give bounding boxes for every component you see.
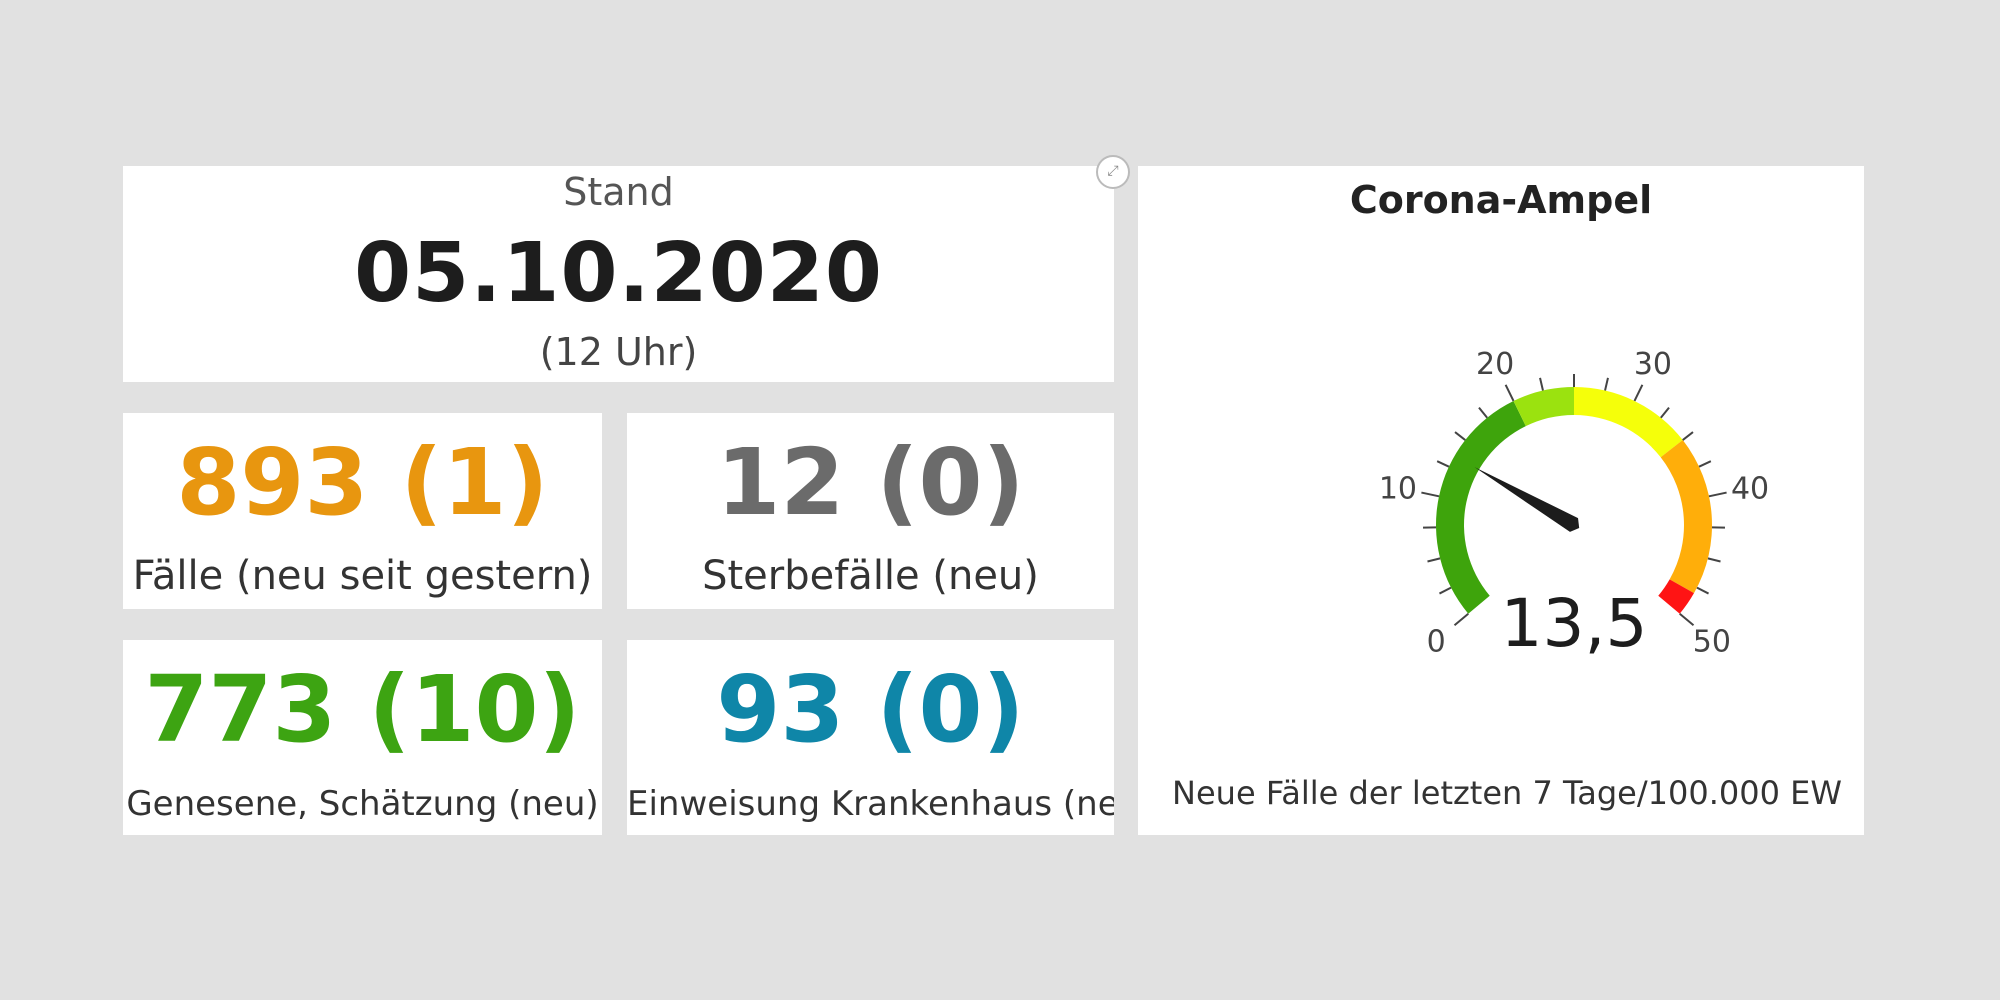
gauge-tick <box>1453 612 1469 627</box>
gauge-value-text: 13,5 <box>1501 585 1648 662</box>
recovered-card: 773 (10) Genesene, Schätzung (neu) <box>123 640 602 835</box>
gauge-tick <box>1679 612 1695 627</box>
gauge-tick <box>1504 384 1515 402</box>
hospital-card: 93 (0) Einweisung Krankenhaus (neu) <box>627 640 1114 835</box>
hospital-value: 93 (0) <box>716 656 1025 763</box>
gauge-tick <box>1696 586 1709 595</box>
stand-date: 05.10.2020 <box>354 226 883 321</box>
stand-label: Stand <box>563 170 674 214</box>
gauge-tick-label: 30 <box>1634 347 1672 382</box>
gauge-tick-label: 20 <box>1476 347 1514 382</box>
gauge-tick <box>1421 491 1440 498</box>
gauge-tick <box>1633 384 1644 402</box>
gauge-band-3 <box>1660 440 1712 594</box>
stand-time: (12 Uhr) <box>539 330 698 374</box>
deaths-label: Sterbefälle (neu) <box>702 553 1039 599</box>
gauge-tick <box>1682 431 1694 441</box>
gauge-tick <box>1660 407 1670 419</box>
expand-arrows-icon[interactable]: ⤢ <box>1096 155 1130 189</box>
gauge-tick <box>1604 377 1609 391</box>
gauge-band-1 <box>1513 387 1574 427</box>
deaths-value: 12 (0) <box>716 429 1025 536</box>
gauge-tick-label: 0 <box>1427 625 1446 660</box>
cases-value: 893 (1) <box>176 429 549 536</box>
recovered-label: Genesene, Schätzung (neu) <box>126 784 599 824</box>
cases-card: 893 (1) Fälle (neu seit gestern) <box>123 413 602 609</box>
gauge-tick <box>1698 460 1712 468</box>
gauge-card: Corona-Ampel 0 10 20 30 40 50 13,5 Neue Fälle… <box>1138 166 1864 835</box>
gauge-tick-label: 40 <box>1731 472 1769 507</box>
gauge-tick-label: 10 <box>1379 472 1417 507</box>
cases-label: Fälle (neu seit gestern) <box>132 553 593 599</box>
gauge-chart: 0 10 20 30 40 50 13,5 <box>1379 347 1769 662</box>
hospital-label: Einweisung Krankenhaus (neu) <box>627 784 1114 824</box>
gauge-caption: Neue Fälle der letzten 7 Tage/100.000 EW <box>1172 774 1842 812</box>
gauge-tick <box>1539 377 1544 391</box>
gauge-tick <box>1478 407 1488 419</box>
gauge-tick <box>1708 491 1727 498</box>
gauge-tick <box>1439 586 1452 595</box>
recovered-value: 773 (10) <box>144 656 581 763</box>
gauge-tick <box>1427 557 1441 563</box>
gauge-band-2 <box>1574 387 1683 458</box>
deaths-card: 12 (0) Sterbefälle (neu) <box>627 413 1114 609</box>
gauge-band-4 <box>1658 579 1694 614</box>
gauge-tick <box>1454 431 1466 441</box>
gauge-tick-label: 50 <box>1693 625 1731 660</box>
gauge-band-0 <box>1436 400 1526 614</box>
gauge-tick <box>1436 460 1450 468</box>
gauge-title: Corona-Ampel <box>1349 178 1653 222</box>
gauge-tick <box>1707 557 1721 563</box>
gauge-needle <box>1474 467 1580 532</box>
date-panel: Stand 05.10.2020 (12 Uhr) <box>123 166 1114 382</box>
